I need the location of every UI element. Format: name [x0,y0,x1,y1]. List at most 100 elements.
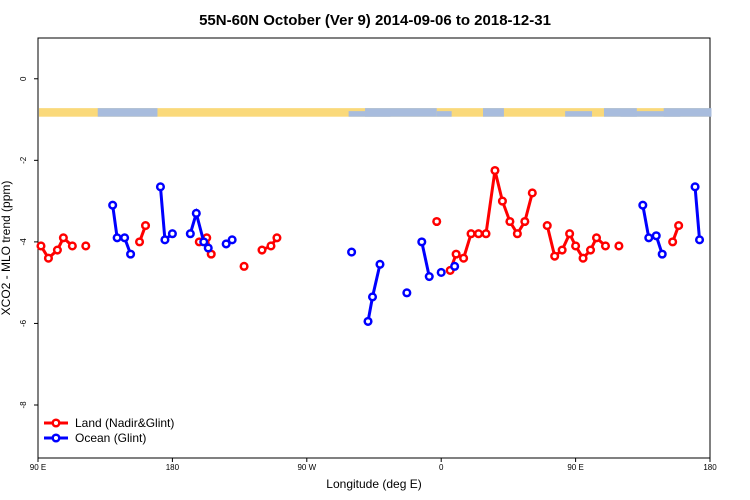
data-point [424,271,434,282]
data-point [402,288,412,298]
data-point [450,261,460,271]
data-point [81,241,91,251]
data-point [694,235,705,245]
data-point [436,267,446,278]
data-point [199,237,209,247]
data-point [417,237,427,247]
data-point [191,208,201,218]
band-ocean-patch [663,108,712,117]
x-tick-label: 0 [439,463,444,472]
data-point [638,200,648,210]
data-point [257,245,267,255]
data-point [120,233,130,243]
data-point [644,233,654,243]
data-point [674,221,684,231]
data-point [591,233,602,243]
data-point [565,229,575,239]
data-point [490,165,500,176]
data-point [52,245,62,255]
data-point [690,182,700,192]
legend-marker [51,433,61,443]
x-tick-label: 180 [166,463,180,472]
band-ocean-patch [483,108,504,117]
data-point [505,216,515,227]
series-land [36,165,684,275]
data-point [614,241,624,251]
series-line [111,204,132,255]
data-point [140,221,151,231]
data-point [160,235,170,245]
legend-marker [51,418,61,428]
data-point [185,229,195,239]
data-point [481,229,491,239]
data-point [203,243,213,253]
data-point [542,221,552,231]
data-point [600,241,611,251]
data-point [167,229,177,239]
data-point [550,251,560,261]
legend-label: Ocean (Glint) [75,431,146,445]
data-point [272,233,282,243]
data-point [451,249,461,259]
data-point [367,292,378,302]
x-tick-label: 90 W [297,463,316,472]
data-point [668,237,678,247]
data-point [112,233,122,243]
data-point [363,316,373,326]
series-line [420,241,431,277]
band-ocean-patch [620,111,681,117]
data-point [58,233,68,243]
data-point [578,253,588,263]
data-point [134,237,145,247]
data-point [375,259,385,269]
x-tick-label: 180 [703,463,717,472]
x-tick-label: 90 E [567,463,583,472]
axes: 90 E 180 90 W 0 90 E 180 0 -2 -4 -6 -8 [19,76,717,472]
x-tick-label: 90 E [30,463,46,472]
data-point [459,253,469,263]
data-point [432,216,442,227]
legend: Land (Nadir&Glint)Ocean (Glint) [44,416,174,445]
band-ocean-patch [436,111,452,117]
data-point [497,196,507,206]
data-point [67,241,77,251]
y-tick-label: 0 [19,76,28,81]
data-point [126,249,136,259]
y-axis-label: XCO2 - MLO trend (ppm) [0,181,13,316]
data-point [512,229,522,239]
data-point [108,200,118,210]
y-tick-label: -6 [19,319,28,327]
data-point [473,229,484,239]
y-tick-label: -8 [19,401,28,409]
legend-label: Land (Nadir&Glint) [75,416,174,430]
data-point [266,241,276,251]
series-layer [36,165,705,326]
data-point [43,253,54,263]
data-point [36,241,46,251]
data-point [155,182,166,192]
data-point [466,229,476,239]
data-point [571,241,581,251]
band-ocean-patch [97,108,158,117]
x-axis-label: Longitude (deg E) [326,477,421,491]
series-line [693,186,702,240]
data-point [347,247,357,257]
data-point [651,231,661,241]
data-point [221,239,231,249]
y-tick-label: -2 [19,156,28,164]
data-point [520,216,530,227]
data-point [557,245,567,255]
band-ocean-patch [365,108,437,117]
landmask-band [39,108,712,117]
data-point [227,235,237,245]
series-ocean [108,182,705,326]
data-point [527,188,537,198]
data-point [657,249,667,259]
chart-title: 55N-60N October (Ver 9) 2014-09-06 to 20… [199,12,551,29]
series-line [641,204,664,255]
data-point [585,245,596,255]
band-ocean-patch [565,111,593,117]
y-tick-label: -4 [19,238,28,246]
data-point [239,261,249,271]
